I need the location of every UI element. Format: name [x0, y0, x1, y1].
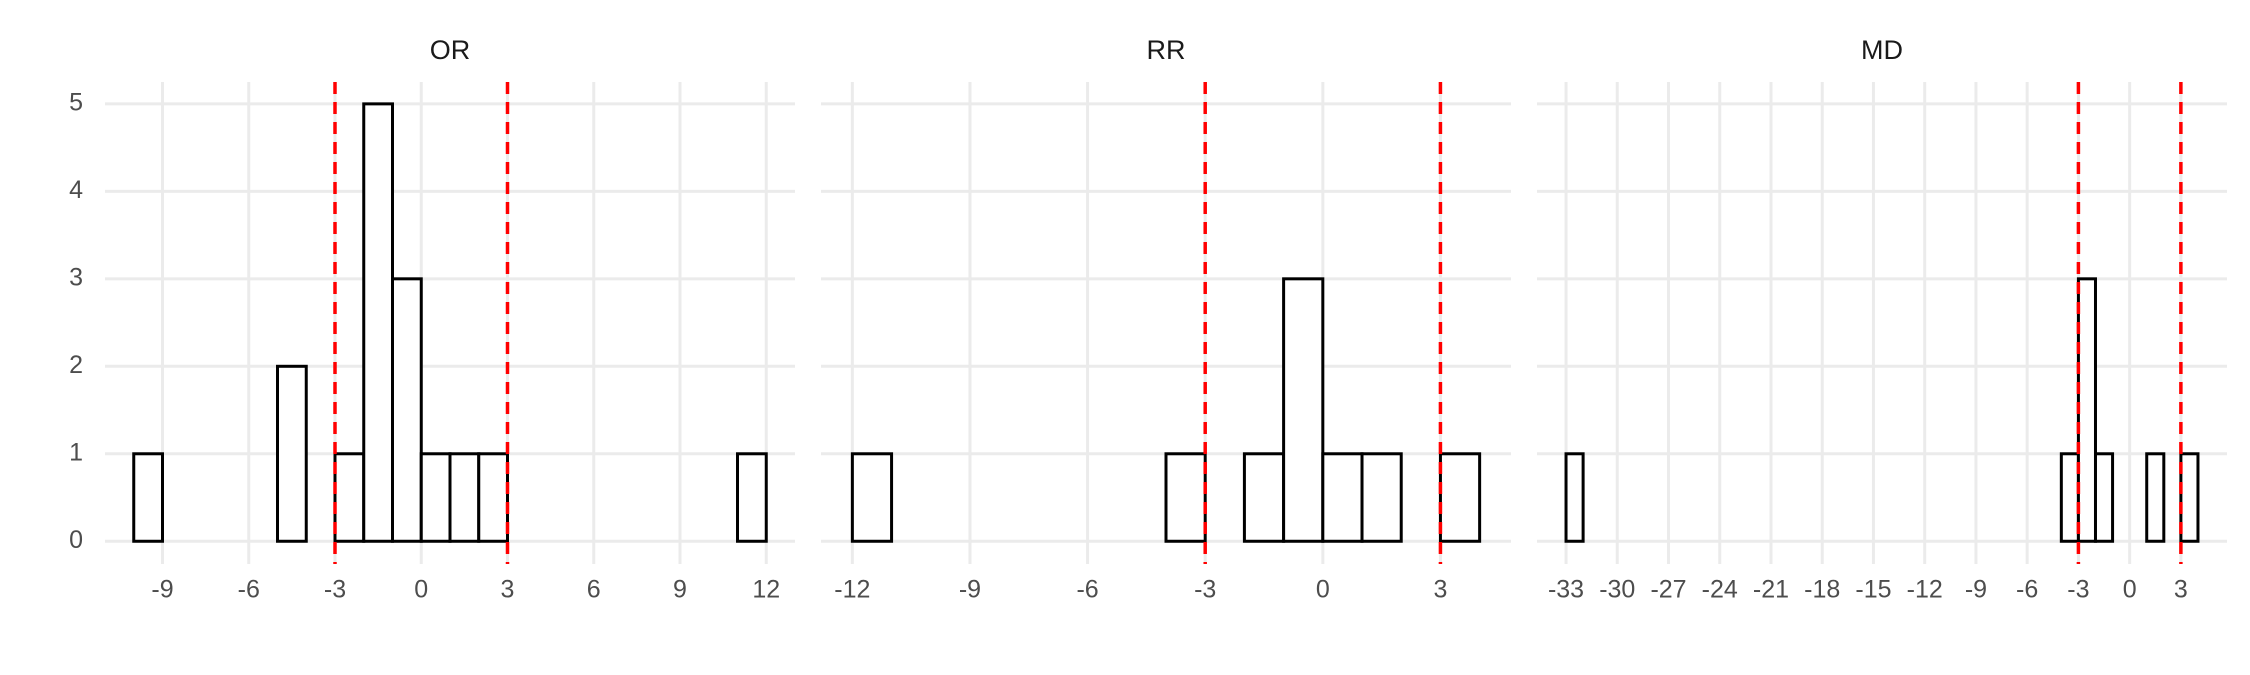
- bar: [276, 364, 308, 543]
- x-tick-label: -12: [834, 576, 870, 604]
- bar: [1164, 452, 1207, 543]
- x-tick-label: 0: [414, 576, 428, 604]
- x-tick-label: -9: [151, 576, 173, 604]
- bar: [419, 452, 452, 543]
- x-tick-label: -12: [1907, 576, 1943, 604]
- x-tick-label: -3: [2067, 576, 2089, 604]
- x-tick-label: -9: [959, 576, 981, 604]
- x-tick-label: -15: [1855, 576, 1891, 604]
- bar: [477, 452, 509, 543]
- bar: [2179, 452, 2200, 543]
- bar: [1564, 452, 1585, 543]
- x-tick-label: -21: [1753, 576, 1789, 604]
- x-tick-label: 6: [587, 576, 601, 604]
- x-tick-label: 3: [2174, 576, 2188, 604]
- panel-title: RR: [1147, 35, 1186, 65]
- bar: [1282, 277, 1325, 543]
- y-tick-label: 2: [69, 351, 83, 379]
- x-tick-label: -3: [1194, 576, 1216, 604]
- y-tick-label: 4: [69, 176, 83, 204]
- bar: [1438, 452, 1482, 543]
- x-tick-label: -6: [2016, 576, 2038, 604]
- x-tick-label: -6: [1076, 576, 1098, 604]
- bar: [850, 452, 894, 543]
- x-tick-label: 12: [752, 576, 780, 604]
- x-tick-label: 0: [2123, 576, 2137, 604]
- bar: [448, 452, 481, 543]
- x-tick-label: -6: [238, 576, 260, 604]
- bar: [333, 452, 366, 543]
- x-tick-label: 9: [673, 576, 687, 604]
- bar: [362, 102, 394, 543]
- bar: [1321, 452, 1364, 543]
- y-tick-label: 1: [69, 438, 83, 466]
- x-tick-label: -24: [1702, 576, 1738, 604]
- bar: [736, 452, 768, 543]
- bar: [391, 277, 423, 543]
- bar: [132, 452, 164, 543]
- bar: [2145, 452, 2166, 543]
- panel-title: MD: [1861, 35, 1903, 65]
- bar: [2076, 277, 2097, 543]
- y-tick-label: 5: [69, 88, 83, 116]
- bar: [1242, 452, 1286, 543]
- x-tick-label: -18: [1804, 576, 1840, 604]
- bar: [1360, 452, 1403, 543]
- panel-title: OR: [430, 35, 471, 65]
- y-tick-label: 0: [69, 526, 83, 554]
- bar: [2093, 452, 2115, 543]
- x-tick-label: -30: [1599, 576, 1635, 604]
- x-tick-label: 0: [1316, 576, 1330, 604]
- x-tick-label: 3: [1433, 576, 1447, 604]
- bar: [2059, 452, 2080, 543]
- x-tick-label: -27: [1650, 576, 1686, 604]
- x-tick-label: -33: [1548, 576, 1584, 604]
- x-tick-label: -3: [324, 576, 346, 604]
- x-tick-label: -9: [1965, 576, 1987, 604]
- y-tick-label: 3: [69, 263, 83, 291]
- x-tick-label: 3: [501, 576, 515, 604]
